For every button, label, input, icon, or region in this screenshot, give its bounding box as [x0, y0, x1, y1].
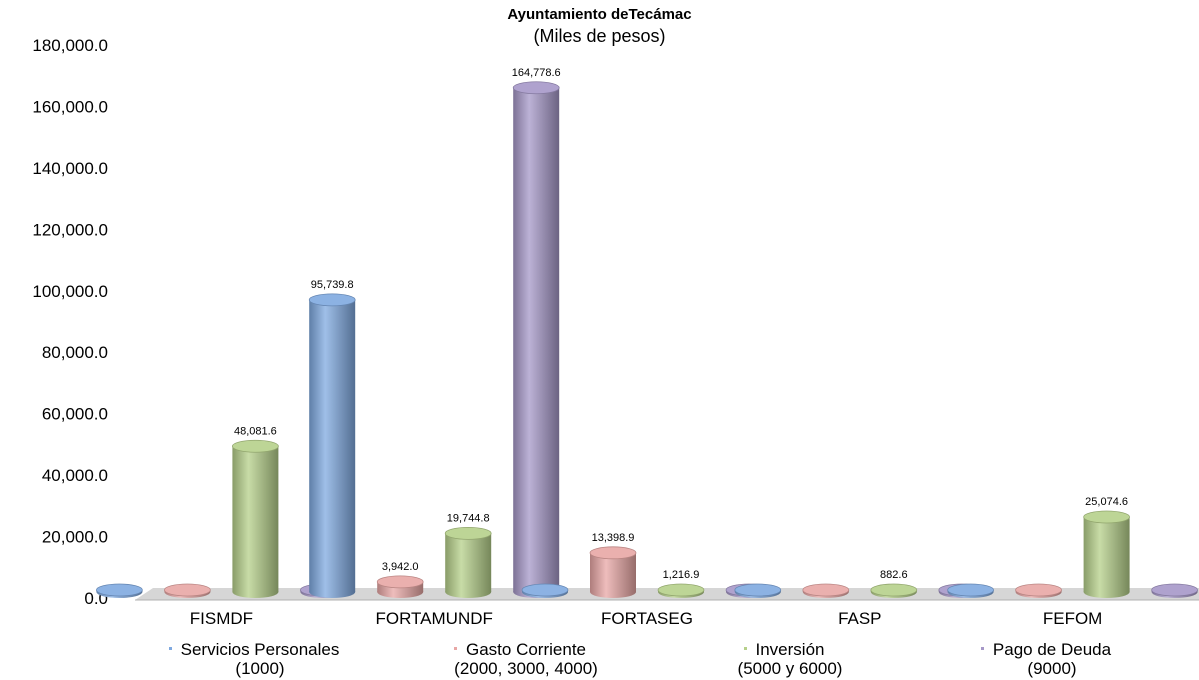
- bar-top: [657, 583, 705, 597]
- legend: Servicios Personales (1000) Gasto Corrient…: [0, 640, 1199, 680]
- legend-swatch: [454, 647, 457, 650]
- y-tick-label: 180,000.0: [32, 36, 108, 55]
- legend-label-code: (1000): [235, 659, 285, 678]
- bar-top: [734, 583, 782, 597]
- bar-top: [231, 439, 279, 453]
- bar-base: [590, 586, 636, 598]
- bar-top: [589, 546, 637, 560]
- bar: [1015, 583, 1062, 598]
- bar-body: [1083, 516, 1130, 592]
- bar: [734, 583, 782, 598]
- chart-title: Ayuntamiento deTecámac: [507, 6, 692, 23]
- legend-swatch: [743, 647, 747, 650]
- bar: 164,778.6: [512, 67, 561, 598]
- bar-top: [802, 583, 850, 597]
- legend-label-code: (2000, 3000, 4000): [454, 659, 598, 678]
- y-tick-label: 40,000.0: [42, 466, 108, 485]
- y-tick-label: 140,000.0: [32, 159, 108, 178]
- legend-entry: Inversión (5000 y 6000): [670, 640, 910, 678]
- bar: 19,744.8: [444, 512, 492, 598]
- bar-body: [590, 552, 636, 592]
- data-label: 164,778.6: [512, 67, 561, 79]
- data-label: 3,942.0: [382, 561, 419, 573]
- bar: 25,074.6: [1083, 496, 1130, 598]
- legend-entry: Gasto Corriente (2000, 3000, 4000): [406, 640, 646, 678]
- bar-base: [232, 586, 279, 598]
- legend-swatch: [168, 647, 172, 650]
- bar-top: [163, 583, 211, 597]
- data-label: 13,398.9: [592, 532, 635, 544]
- y-tick-label: 60,000.0: [42, 405, 108, 424]
- bars: 48,081.6 95,739.8 3,942.0 19,744.8 164,778.6…: [96, 67, 1198, 598]
- bar: 882.6: [870, 569, 918, 598]
- legend-label-code: (9000): [1027, 659, 1077, 678]
- legend-label: Inversión: [755, 640, 825, 659]
- bar-top: [376, 575, 424, 589]
- bar: [1151, 583, 1198, 598]
- bar: [947, 583, 994, 598]
- bar: 13,398.9: [589, 532, 637, 598]
- x-tick-label: FEFOM: [1043, 609, 1103, 628]
- legend-label: Pago de Deuda: [992, 640, 1112, 659]
- y-axis: 0.020,000.040,000.060,000.080,000.0100,0…: [32, 36, 108, 608]
- data-label: 19,744.8: [447, 512, 490, 524]
- chart-subtitle: (Miles de pesos): [533, 26, 666, 46]
- legend-label: Gasto Corriente: [466, 640, 586, 659]
- data-label: 25,074.6: [1085, 496, 1128, 508]
- bar: [802, 583, 850, 598]
- x-tick-label: FORTASEG: [601, 609, 693, 628]
- bar-top: [947, 583, 994, 597]
- data-label: 1,216.9: [663, 569, 700, 581]
- data-label: 48,081.6: [234, 425, 277, 437]
- x-tick-label: FORTAMUNDF: [375, 609, 492, 628]
- bar-base: [309, 586, 356, 598]
- legend-label: Servicios Personales: [180, 640, 340, 659]
- x-axis: FISMDF FORTAMUNDF FORTASEG FASP FEFOM: [190, 609, 1103, 628]
- bar: 48,081.6: [231, 425, 279, 598]
- bar-body: [232, 446, 279, 592]
- bar-top: [512, 81, 560, 95]
- bar-base: [445, 586, 492, 598]
- bar-top: [521, 583, 569, 597]
- bar-top: [1083, 510, 1130, 524]
- y-tick-label: 20,000.0: [42, 528, 108, 547]
- bar-top: [870, 583, 918, 597]
- bar-top: [444, 526, 492, 540]
- legend-entry: Pago de Deuda (9000): [932, 640, 1172, 678]
- bar-top: [96, 583, 143, 597]
- bar-body: [445, 533, 492, 592]
- bar: 95,739.8: [308, 279, 356, 598]
- y-tick-label: 100,000.0: [32, 282, 108, 301]
- bar-base: [377, 586, 424, 598]
- bar-top: [1151, 583, 1198, 597]
- data-label: 95,739.8: [311, 279, 354, 291]
- bar-body: [513, 87, 560, 593]
- bar: [96, 583, 143, 598]
- x-tick-label: FISMDF: [190, 609, 253, 628]
- x-tick-label: FASP: [838, 609, 881, 628]
- bar-base: [1083, 586, 1130, 598]
- bar-body: [309, 299, 356, 592]
- bar-top: [1015, 583, 1062, 597]
- data-label: 882.6: [880, 569, 908, 581]
- y-tick-label: 160,000.0: [32, 97, 108, 116]
- bar: [163, 583, 211, 598]
- bar-top: [308, 293, 356, 307]
- bar: 3,942.0: [376, 561, 424, 598]
- y-tick-label: 80,000.0: [42, 343, 108, 362]
- bar: 1,216.9: [657, 569, 705, 598]
- legend-swatch: [980, 647, 984, 650]
- y-tick-label: 120,000.0: [32, 220, 108, 239]
- legend-label-code: (5000 y 6000): [737, 659, 843, 678]
- bar: [521, 583, 569, 598]
- legend-entry: Servicios Personales (1000): [140, 640, 380, 678]
